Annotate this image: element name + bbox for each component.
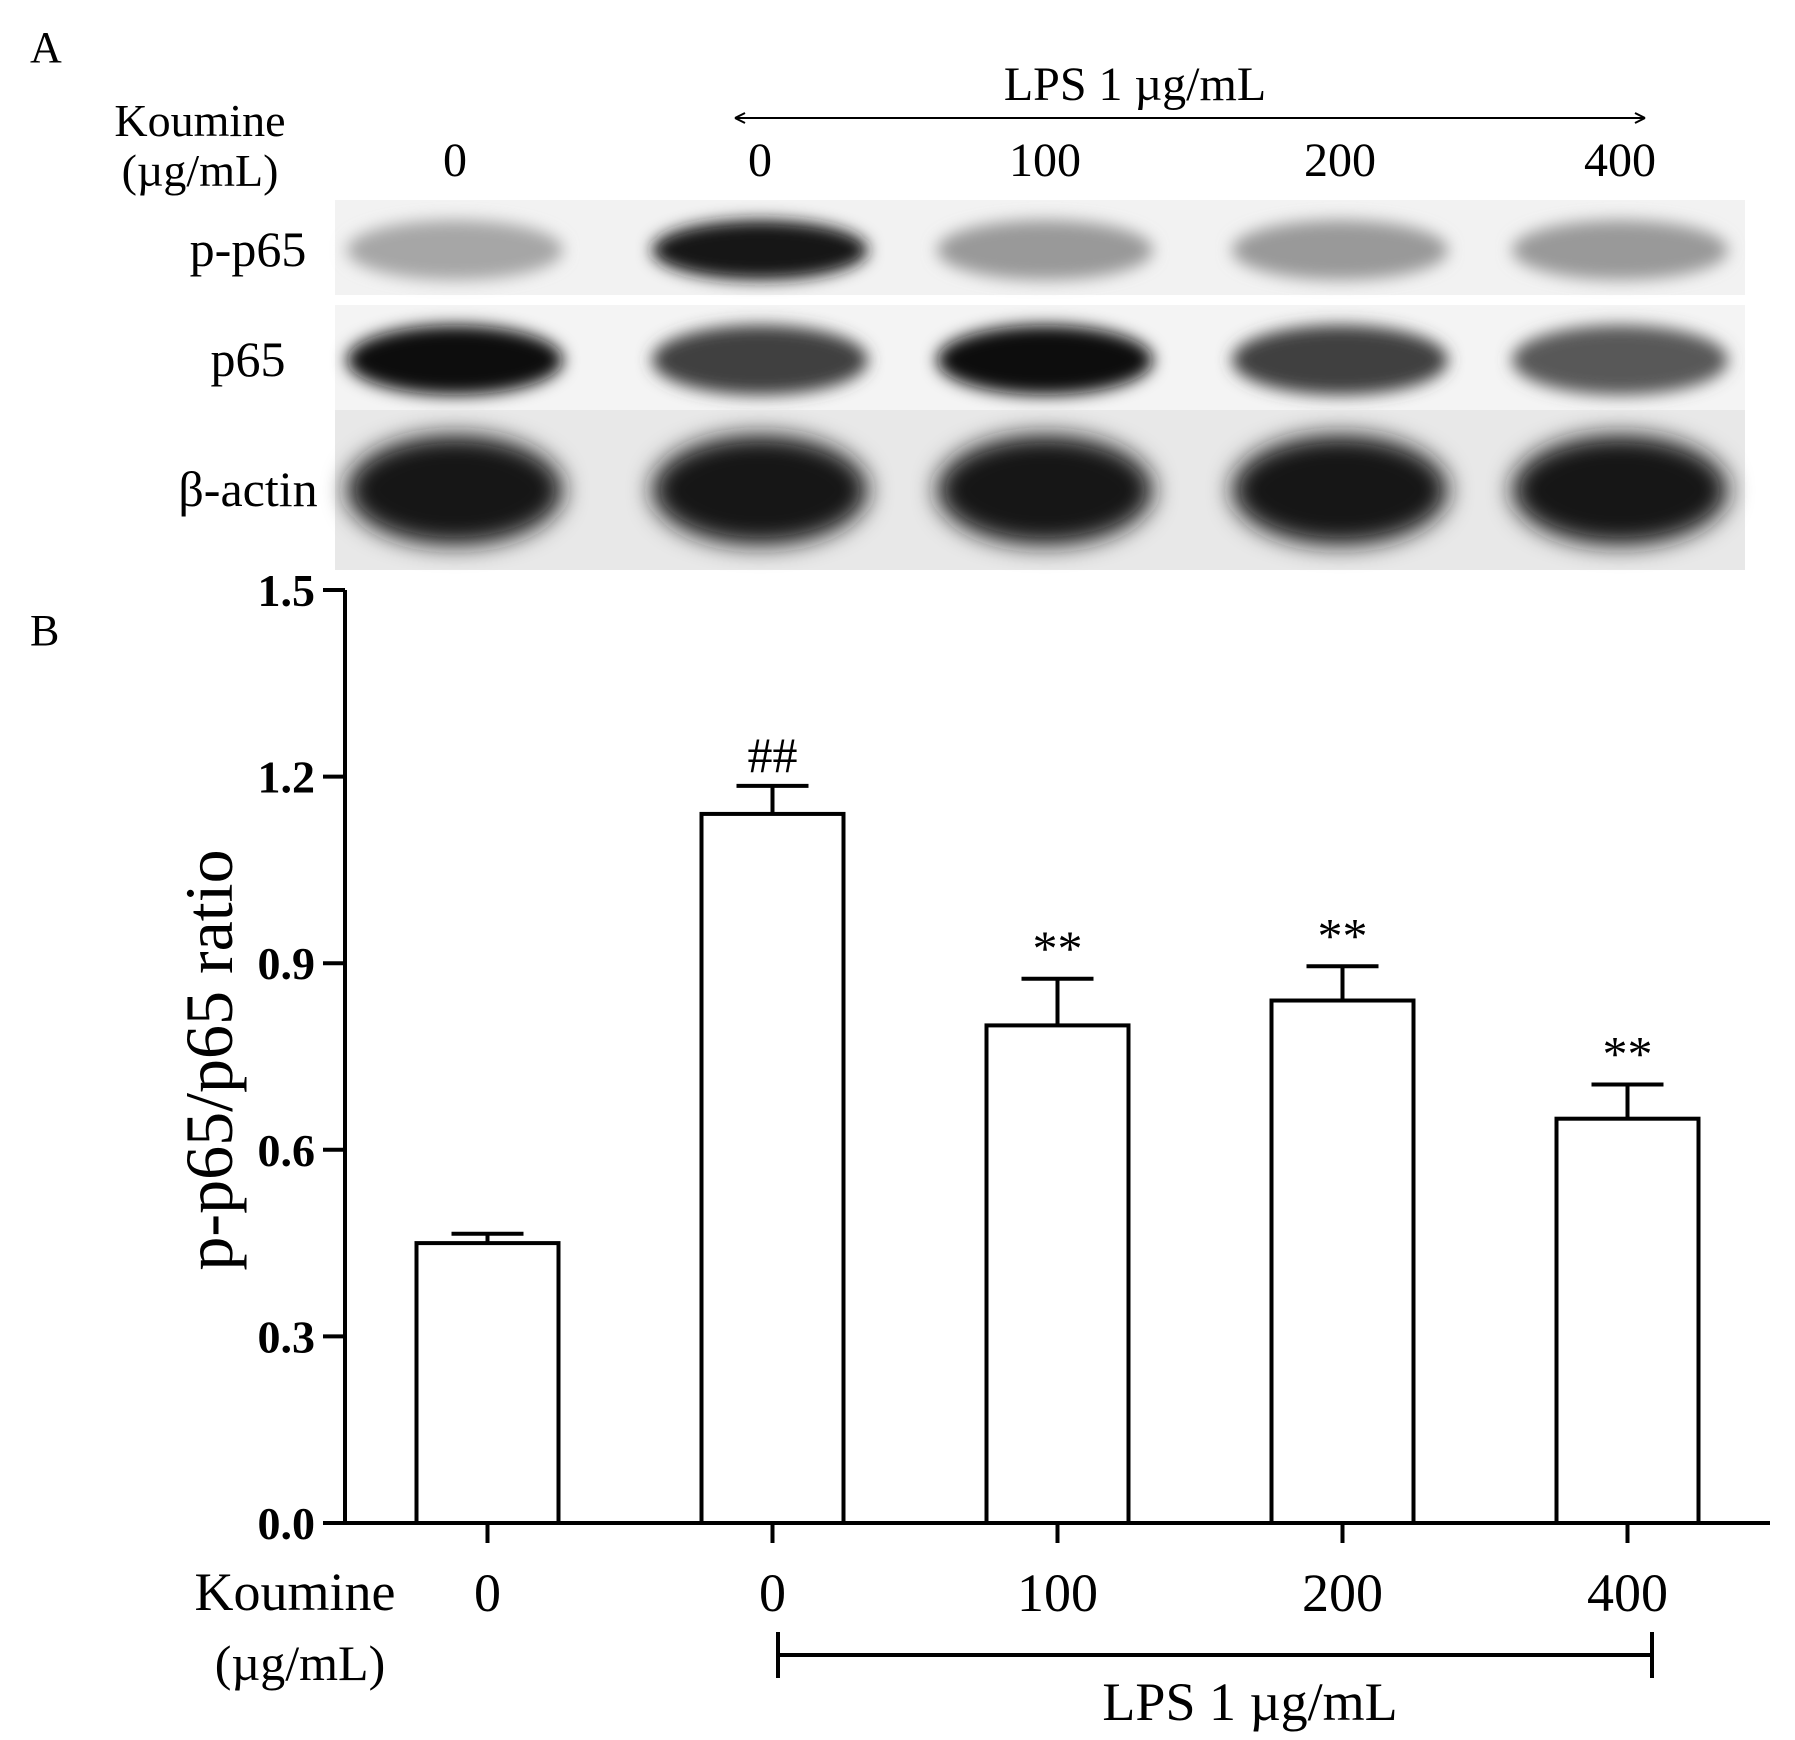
blot-band-0-2 [937,220,1153,280]
blot-band-1-0 [347,325,563,395]
blot-band-2-1 [652,435,868,545]
blot-koumine-unit-label: (µg/mL) [122,145,279,196]
blot-band-2-4 [1512,435,1728,545]
blot-dose-2: 100 [1009,134,1081,187]
y-tick-label-3: 0.9 [258,938,316,989]
bar-1 [699,811,846,1525]
chart-lps-bracket [776,1632,1654,1678]
blot-dose-4: 400 [1584,134,1656,187]
blot-band-1-2 [937,325,1153,395]
y-tick-label-2: 0.6 [258,1125,316,1176]
blot-koumine-label: Koumine [114,95,285,146]
blot-lps-label: LPS 1 µg/mL [1004,58,1266,111]
y-tick-label-5: 1.5 [258,565,316,616]
bar-3 [1269,998,1416,1525]
chart-koumine-label: Koumine [195,1562,396,1622]
x-tick-label-0: 0 [474,1563,501,1623]
y-ticks: 0.0 0.3 0.6 0.9 1.2 1.5 [258,565,345,1549]
blot-band-2-2 [937,435,1153,545]
bar-2 [984,1023,1131,1526]
blot-lps-bracket [734,112,1646,124]
blot-band-0-3 [1232,220,1448,280]
y-tick-label-1: 0.3 [258,1311,316,1362]
blot-band-0-1 [652,220,868,280]
blot-band-2-0 [347,435,563,545]
significance-label-4: ** [1603,1025,1653,1081]
blot-band-1-4 [1512,325,1728,395]
x-tick-label-1: 0 [759,1563,786,1623]
chart-koumine-unit-label: (µg/mL) [215,1635,385,1691]
x-tick-label-2: 100 [1017,1563,1098,1623]
blot-row-label-2: β-actin [178,461,317,517]
significance-label-1: ## [748,727,798,783]
western-blot: p-p65 p65 β-actin [178,200,1745,570]
blot-row-label-0: p-p65 [190,221,307,277]
blot-dose-1: 0 [748,134,772,187]
panel-b-label: B [30,606,59,655]
blot-dose-0: 0 [443,134,467,187]
y-tick-label-0: 0.0 [258,1498,316,1549]
significance-label-2: ** [1033,920,1083,976]
bar-4 [1554,1116,1701,1525]
bar-0 [414,1241,561,1525]
blot-band-1-3 [1232,325,1448,395]
y-tick-label-4: 1.2 [258,752,316,803]
blot-dose-3: 200 [1304,134,1376,187]
blot-band-2-3 [1232,435,1448,545]
blot-band-1-1 [652,325,868,395]
blot-dose-labels: 0 0 100 200 400 [443,134,1656,187]
significance-label-3: ** [1318,907,1368,963]
y-axis-label: p-p65/p65 ratio [171,849,247,1270]
blot-band-0-4 [1512,220,1728,280]
blot-row-label-1: p65 [211,331,286,387]
panel-a-label: A [30,23,62,72]
blot-band-0-0 [347,220,563,280]
x-tick-label-4: 400 [1587,1563,1668,1623]
x-ticks: 0 0 100 200 400 [474,1523,1668,1623]
x-tick-label-3: 200 [1302,1563,1383,1623]
bars: ## ** ** ** [414,727,1701,1526]
chart-lps-label: LPS 1 µg/mL [1102,1672,1397,1732]
